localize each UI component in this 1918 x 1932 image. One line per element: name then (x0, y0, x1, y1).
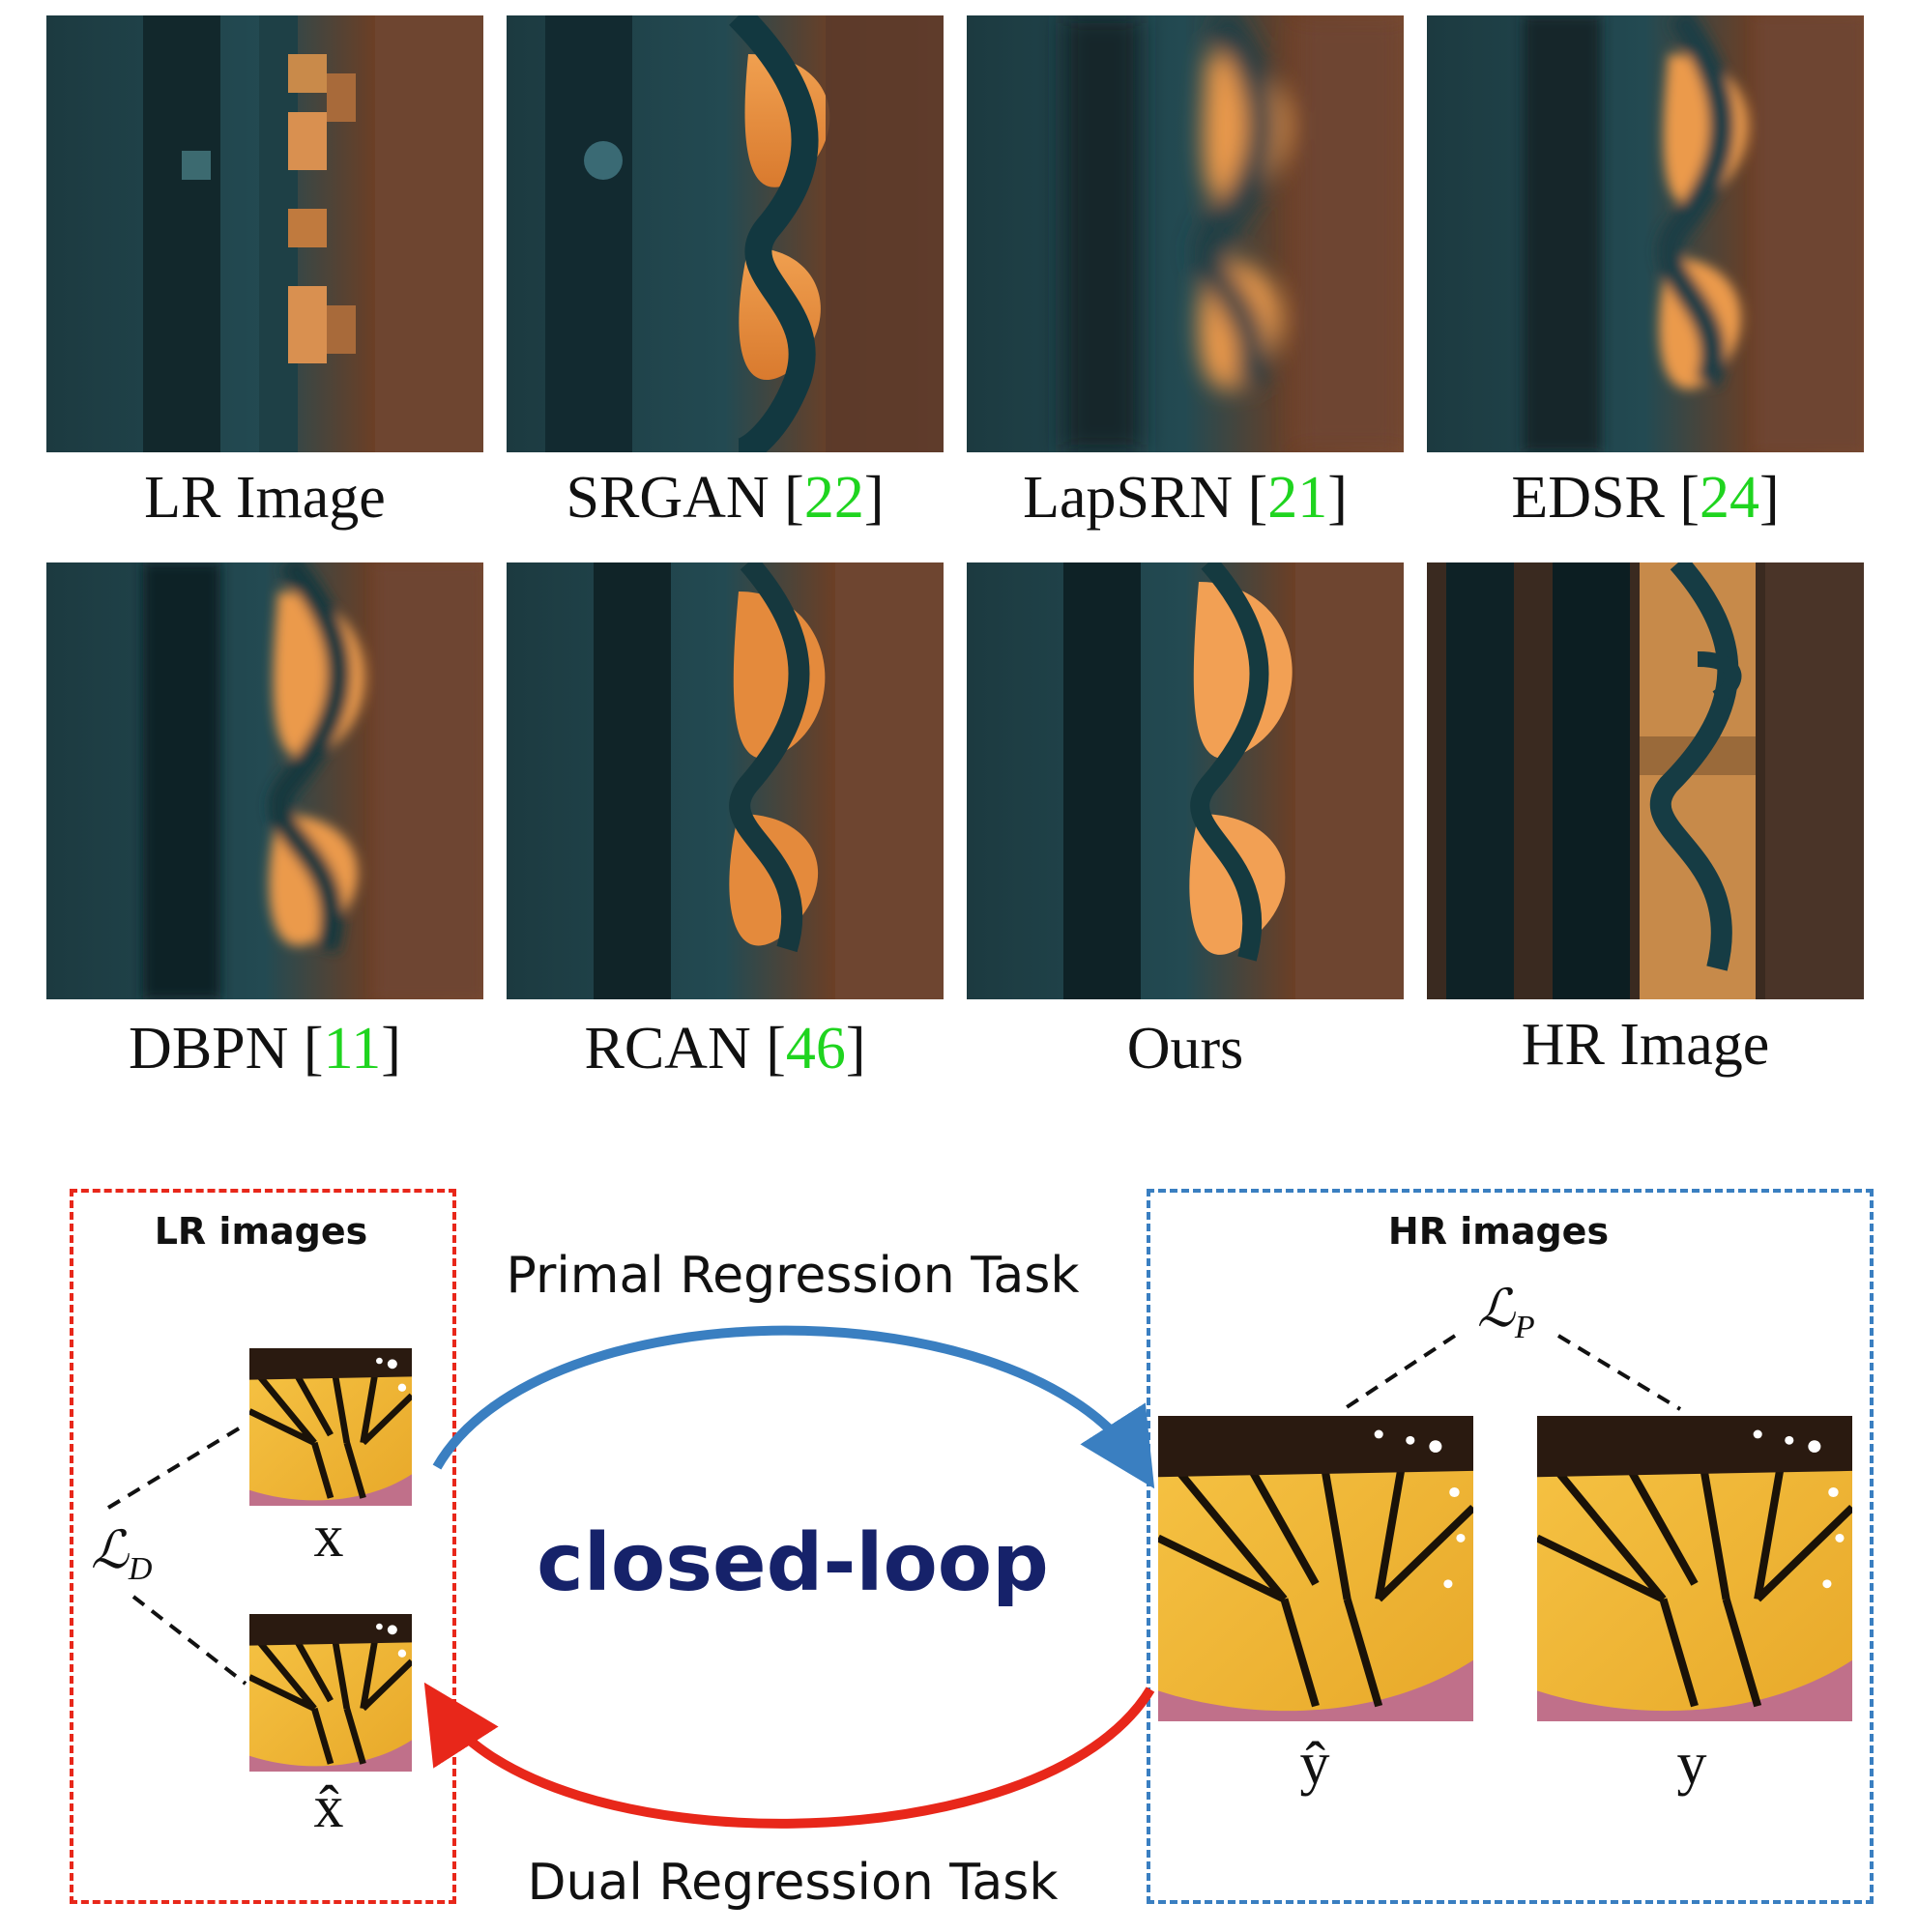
hr-image-y (1537, 1416, 1852, 1721)
citation-number[interactable]: 22 (803, 465, 864, 531)
hr-images-title: HR images (1387, 1210, 1610, 1253)
hr-images-box (1147, 1189, 1874, 1904)
loss-d: ℒD (91, 1519, 152, 1588)
closed-loop-label: closed-loop (537, 1517, 1049, 1609)
caption-hr-image: HR Image (1418, 1015, 1873, 1075)
var-x: x (313, 1504, 344, 1570)
primal-task-label: Primal Regression Task (506, 1247, 1080, 1305)
caption-text: RCAN [ (584, 1016, 786, 1081)
var-y: y (1676, 1731, 1707, 1797)
dual-arrow (423, 1682, 1155, 1829)
bracket: ] (1758, 465, 1780, 531)
lr-images-title: LR images (154, 1210, 368, 1253)
primal-arrow (432, 1325, 1155, 1489)
citation-number[interactable]: 24 (1699, 465, 1759, 531)
caption-srgan: SRGAN [22] (498, 468, 952, 528)
var-xhat: x̂ (313, 1774, 344, 1840)
caption-text: LR Image (144, 465, 386, 531)
caption-lr-image: LR Image (38, 468, 492, 528)
caption-text: LapSRN [ (1023, 465, 1268, 531)
var-yhat: ŷ (1299, 1731, 1330, 1797)
loss-p-symbol: ℒ (1477, 1280, 1515, 1338)
caption-rcan: RCAN [46] (498, 1019, 952, 1079)
caption-text: SRGAN [ (566, 465, 804, 531)
caption-text: Ours (1126, 1016, 1244, 1081)
srgan-panel (507, 15, 944, 452)
lr-image-x (249, 1348, 412, 1506)
lapsrn-panel (967, 15, 1404, 452)
citation-number[interactable]: 11 (323, 1016, 382, 1081)
lr-image-panel (46, 15, 483, 452)
rcan-panel (507, 562, 944, 999)
hr-image-yhat (1158, 1416, 1473, 1721)
bracket: ] (381, 1016, 401, 1081)
loss-d-symbol: ℒ (91, 1521, 129, 1579)
lr-images-box (70, 1189, 456, 1904)
caption-lapsrn: LapSRN [21] (958, 468, 1412, 528)
hr-image-panel (1427, 562, 1864, 999)
bracket: ] (845, 1016, 866, 1081)
loss-d-subscript: D (128, 1550, 153, 1587)
lr-image-xhat (249, 1614, 412, 1772)
citation-number[interactable]: 46 (785, 1016, 846, 1081)
citation-number[interactable]: 21 (1267, 465, 1328, 531)
caption-dbpn: DBPN [11] (38, 1019, 492, 1079)
caption-edsr: EDSR [24] (1418, 468, 1873, 528)
edsr-panel (1427, 15, 1864, 452)
caption-text: DBPN [ (129, 1016, 324, 1081)
loss-p: ℒP (1477, 1278, 1535, 1346)
bracket: ] (863, 465, 885, 531)
loss-p-subscript: P (1514, 1309, 1535, 1345)
bracket: ] (1327, 465, 1348, 531)
caption-text: HR Image (1521, 1012, 1770, 1078)
caption-ours: Ours (958, 1019, 1412, 1079)
caption-text: EDSR [ (1511, 465, 1700, 531)
ours-panel (967, 562, 1404, 999)
dual-task-label: Dual Regression Task (527, 1854, 1059, 1912)
dbpn-panel (46, 562, 483, 999)
